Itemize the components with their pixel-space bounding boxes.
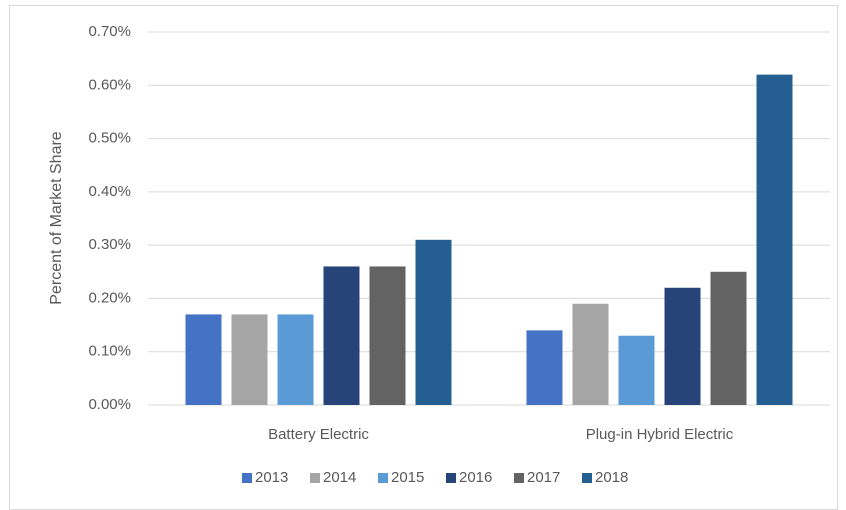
legend-label: 2013 (255, 469, 288, 486)
legend-swatch (378, 473, 388, 483)
legend-swatch (446, 473, 456, 483)
bar (323, 266, 360, 405)
y-axis-label: Percent of Market Share (48, 131, 65, 305)
legend-swatch (582, 473, 592, 483)
bar (415, 239, 452, 405)
legend-swatch (242, 473, 252, 483)
y-tick-label: 0.50% (88, 130, 131, 147)
legend-swatch (514, 473, 524, 483)
y-tick-label: 0.30% (88, 236, 131, 253)
legend-label: 2017 (527, 469, 560, 486)
bar (756, 74, 793, 405)
legend-swatch (310, 473, 320, 483)
legend-label: 2014 (323, 469, 356, 486)
bar (277, 314, 314, 405)
y-tick-label: 0.00% (88, 396, 131, 413)
y-tick-label: 0.70% (88, 23, 131, 40)
y-tick-label: 0.20% (88, 289, 131, 306)
y-tick-label: 0.10% (88, 343, 131, 360)
bar (710, 271, 747, 405)
y-tick-label: 0.40% (88, 183, 131, 200)
legend-label: 2018 (595, 469, 628, 486)
bar (185, 314, 222, 405)
legend-label: 2016 (459, 469, 492, 486)
legend-label: 2015 (391, 469, 424, 486)
x-tick-label: Battery Electric (268, 426, 369, 443)
bar (526, 330, 563, 405)
x-tick-label: Plug-in Hybrid Electric (586, 426, 734, 443)
bar (664, 287, 701, 405)
bar (369, 266, 406, 405)
y-tick-label: 0.60% (88, 76, 131, 93)
bar (572, 303, 609, 405)
bar (231, 314, 268, 405)
bar (618, 335, 655, 405)
